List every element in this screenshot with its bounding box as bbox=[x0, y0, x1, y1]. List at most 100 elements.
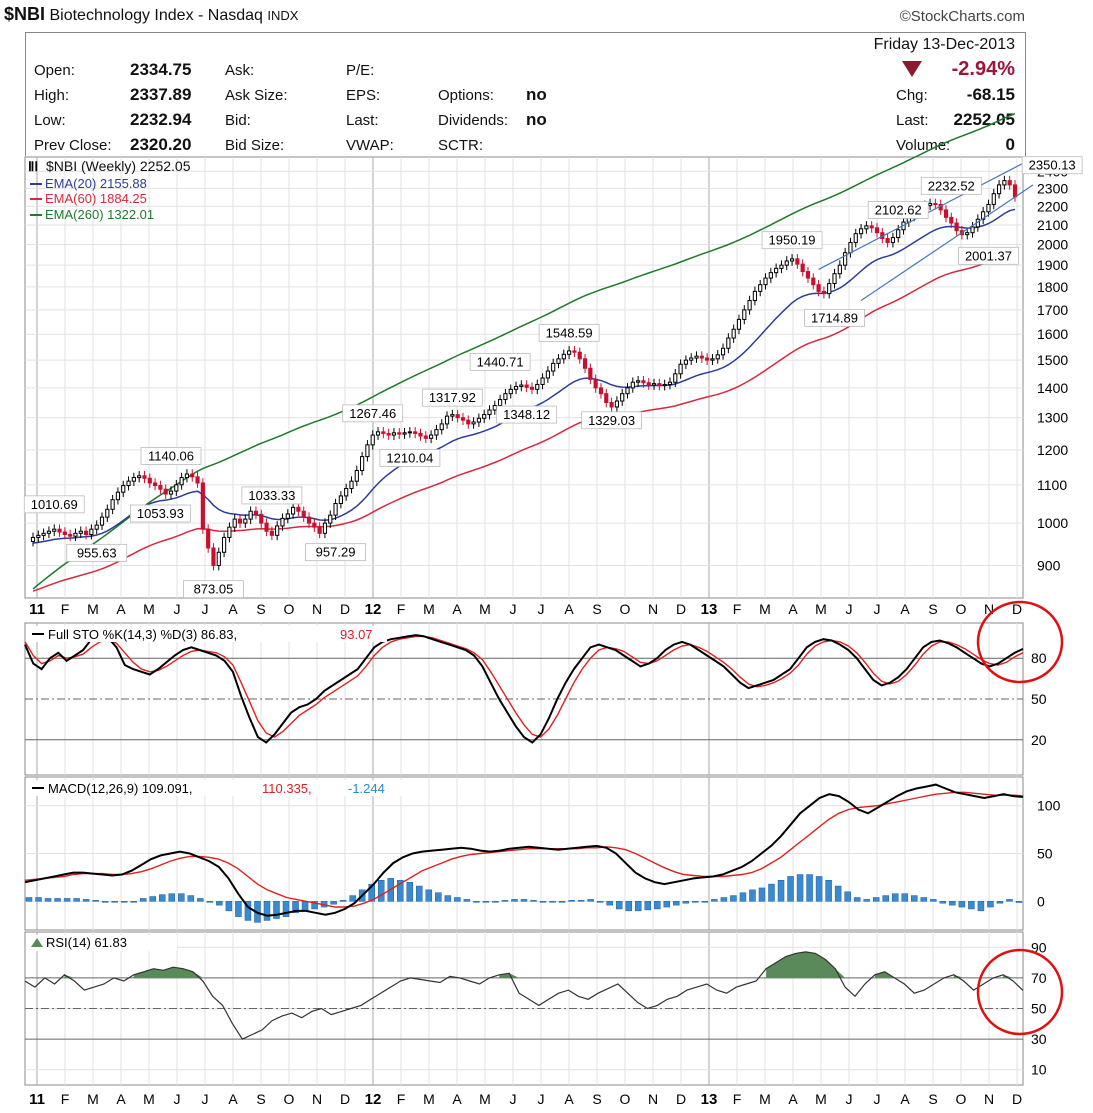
x-tick-label: A bbox=[900, 601, 910, 617]
x-tick-label: J bbox=[538, 601, 545, 617]
annotation-box bbox=[421, 388, 483, 407]
x-tick-label: M bbox=[423, 601, 435, 617]
candle-body bbox=[811, 277, 816, 286]
candle-body bbox=[1002, 180, 1007, 186]
macd-hist-bar bbox=[958, 901, 966, 908]
macd-tick-label: 0 bbox=[1037, 893, 1045, 909]
x-tick-label: M bbox=[143, 601, 155, 617]
macd-hist-bar bbox=[654, 901, 661, 910]
candle-body bbox=[354, 469, 359, 482]
x-tick-label: N bbox=[312, 601, 322, 617]
candle-body bbox=[800, 263, 805, 273]
candle-body bbox=[221, 536, 227, 553]
candle-body bbox=[375, 431, 381, 436]
ask-size-label: Ask Size: bbox=[225, 87, 288, 104]
x-tick-label: S bbox=[928, 601, 937, 617]
candle-body bbox=[943, 209, 949, 218]
macd-hist-bar bbox=[882, 895, 889, 902]
x-tick-label-bottom: F bbox=[61, 1091, 70, 1107]
candle-body bbox=[248, 510, 253, 520]
macd-hist-bar bbox=[949, 901, 956, 906]
x-tick-label-bottom: S bbox=[256, 1091, 265, 1107]
macd-hist-bar bbox=[92, 900, 99, 902]
macd-hist-bar bbox=[35, 897, 42, 902]
price-annotation: 2232.52 bbox=[928, 178, 975, 193]
price-tick-label: 1200 bbox=[1037, 442, 1068, 458]
candle-body bbox=[41, 532, 46, 536]
candle-body bbox=[492, 405, 497, 411]
candle-body bbox=[540, 377, 545, 385]
candle-body bbox=[986, 203, 991, 213]
macd-hist-bar bbox=[758, 887, 766, 902]
price-annotation: 1548.59 bbox=[546, 325, 593, 340]
quote-panel: Friday 13-Dec-2013 Open: 2334.75 High: 2… bbox=[25, 32, 1026, 156]
candle-body bbox=[646, 382, 651, 386]
price-annotation: 1010.69 bbox=[31, 497, 78, 512]
macd-hist-bar bbox=[330, 901, 337, 905]
candle-body bbox=[147, 477, 152, 484]
last-value: 2252.05 bbox=[953, 110, 1015, 129]
candle-body bbox=[694, 355, 699, 359]
candle-body bbox=[158, 485, 163, 490]
candle-body bbox=[965, 232, 970, 236]
vwap-label: VWAP: bbox=[346, 137, 394, 154]
legend-item: EMA(60) 1884.25 bbox=[45, 191, 147, 206]
candle-body bbox=[821, 290, 827, 295]
macd-hist-bar bbox=[777, 880, 785, 902]
candle-body bbox=[338, 495, 343, 505]
volume-label: Volume: bbox=[896, 137, 951, 154]
x-tick-label: O bbox=[620, 601, 631, 617]
macd-panel: 0 50 100 MACD(12,26,9) 109.091, 110.335, -1.2… bbox=[24, 776, 1061, 931]
x-tick-label: M bbox=[87, 601, 99, 617]
candle-body bbox=[200, 482, 205, 530]
x-tick-label: M bbox=[479, 601, 491, 617]
price-frame bbox=[24, 156, 1024, 599]
price-annotation: 1329.03 bbox=[588, 413, 635, 428]
macd-hist-bar bbox=[25, 897, 33, 902]
prev-close-value: 2320.20 bbox=[130, 135, 192, 154]
macd-hist-bar bbox=[311, 901, 318, 910]
candle-body bbox=[46, 530, 52, 534]
dividends-label: Dividends: bbox=[438, 112, 509, 129]
price-tick-label: 1500 bbox=[1037, 352, 1068, 368]
x-tick-label: S bbox=[256, 601, 265, 617]
x-tick-label: O bbox=[956, 601, 967, 617]
candle-body bbox=[885, 238, 890, 244]
candle-body bbox=[731, 328, 736, 339]
candle-body bbox=[720, 347, 726, 356]
macd-hist-bar bbox=[406, 881, 414, 902]
macd-tick-label: 50 bbox=[1037, 846, 1053, 862]
macd-hist-bar bbox=[663, 901, 671, 908]
candle-body bbox=[519, 384, 524, 387]
pe-label: P/E: bbox=[346, 62, 375, 79]
candle-body bbox=[429, 434, 434, 439]
x-tick-label-bottom: A bbox=[564, 1091, 574, 1107]
candle-body bbox=[89, 528, 94, 536]
x-tick-label-bottom: J bbox=[202, 1091, 209, 1107]
annotation-box bbox=[469, 352, 531, 371]
macd-hist-bar bbox=[644, 901, 651, 911]
x-tick-label-bottom: M bbox=[479, 1091, 491, 1107]
candle-body bbox=[779, 264, 784, 269]
candle-body bbox=[641, 380, 646, 384]
candle-body bbox=[131, 477, 136, 482]
macd-hist-value: -1.244 bbox=[348, 781, 385, 796]
candle-body bbox=[195, 476, 200, 484]
rsi-label-bg bbox=[27, 935, 177, 951]
x-tick-label-bottom: M bbox=[759, 1091, 771, 1107]
candle-body bbox=[1012, 184, 1018, 198]
candle-body bbox=[476, 417, 481, 423]
channel-lower-line bbox=[860, 184, 1034, 302]
x-tick-label-bottom: O bbox=[620, 1091, 631, 1107]
rsi-tick-label: 50 bbox=[1031, 1001, 1047, 1017]
macd-hist-bar bbox=[501, 900, 509, 902]
macd-hist-bar bbox=[435, 892, 442, 902]
symbol: $NBI bbox=[4, 4, 46, 24]
candle-body bbox=[529, 386, 535, 390]
macd-hist-bar bbox=[787, 876, 794, 902]
annotation-box bbox=[867, 201, 929, 219]
candle-body bbox=[683, 359, 688, 365]
x-tick-label: D bbox=[340, 601, 350, 617]
x-tick-label-bottom: D bbox=[340, 1091, 350, 1107]
candle-body bbox=[296, 506, 301, 512]
